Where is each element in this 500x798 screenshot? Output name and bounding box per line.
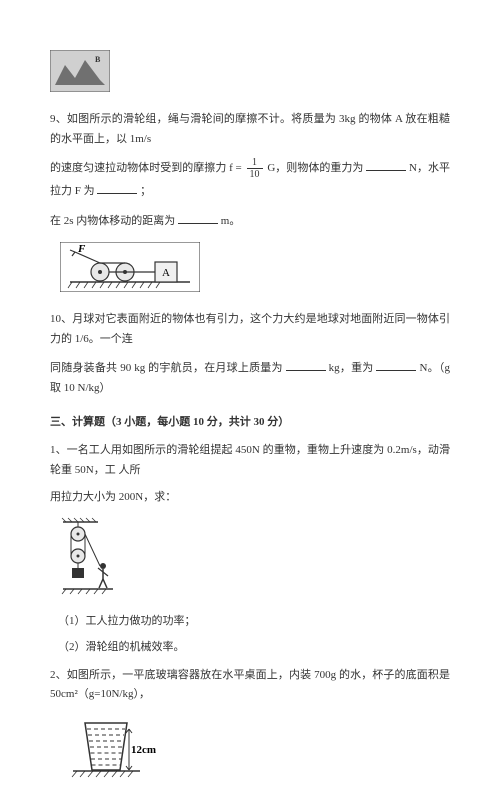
fig2-label-a: A	[162, 267, 170, 279]
figure-4-container: 12cm	[65, 715, 450, 798]
q9-text-2b: G，则物体的重力为	[267, 162, 363, 174]
fig4-label: 12cm	[131, 744, 156, 756]
fig2-label-f: F	[77, 243, 86, 255]
figure-3-pulley	[58, 516, 118, 596]
section3-title: 三、计算题（3 小题，每小题 10 分，共计 30 分）	[50, 413, 450, 433]
q9-frac-num: 1	[247, 157, 263, 169]
q9-text-3b: m。	[221, 215, 241, 227]
svg-text:B: B	[95, 55, 101, 64]
figure-2-pulley: F A	[60, 242, 200, 292]
q3-1-sub1: （1）工人拉力做功的功率；	[58, 612, 450, 632]
q3-1-line1: 1、一名工人用如图所示的滑轮组提起 450N 的重物，重物上升速度为 0.2m/…	[50, 441, 450, 481]
figure-4-beaker: 12cm	[65, 715, 165, 790]
q9-line2: 的速度匀速拉动物体时受到的摩擦力 f = 1 10 G，则物体的重力为 N，水平…	[50, 157, 450, 202]
q10-line2: 同随身装备共 90 kg 的宇航员，在月球上质量为 kg，重为 N。（g 取 1…	[50, 357, 450, 399]
figure-3-container	[58, 516, 450, 604]
figure-1-container: B	[50, 50, 450, 100]
q9-line1: 9、如图所示的滑轮组，绳与滑轮间的摩擦不计。将质量为 3kg 的物体 A 放在粗…	[50, 110, 450, 150]
q3-1-sub2: （2）滑轮组的机械效率。	[58, 638, 450, 658]
q9-frac-den: 10	[247, 169, 263, 180]
q3-2-line1: 2、如图所示，一平底玻璃容器放在水平桌面上，内装 700g 的水，杯子的底面积是…	[50, 666, 450, 706]
q3-1-line2: 用拉力大小为 200N，求：	[50, 488, 450, 508]
q10-text-2b: kg，重为	[329, 362, 374, 374]
q9-text-2d: ；	[140, 185, 151, 197]
q9-fraction: 1 10	[247, 157, 263, 180]
q10-blank-2	[376, 357, 416, 371]
q10-line1: 10、月球对它表面附近的物体也有引力，这个力大约是地球对地面附近同一物体引力的 …	[50, 310, 450, 350]
q9-blank-2	[97, 180, 137, 194]
figure-2-container: F A	[60, 242, 450, 300]
q9-text-2a: 的速度匀速拉动物体时受到的摩擦力 f =	[50, 162, 245, 174]
q10-text-2a: 同随身装备共 90 kg 的宇航员，在月球上质量为	[50, 362, 283, 374]
q9-blank-1	[366, 157, 406, 171]
figure-1-image: B	[50, 50, 110, 92]
q9-text-3a: 在 2s 内物体移动的距离为	[50, 215, 175, 227]
q9-blank-3	[178, 210, 218, 224]
q9-line3: 在 2s 内物体移动的距离为 m。	[50, 210, 450, 232]
q10-blank-1	[286, 357, 326, 371]
